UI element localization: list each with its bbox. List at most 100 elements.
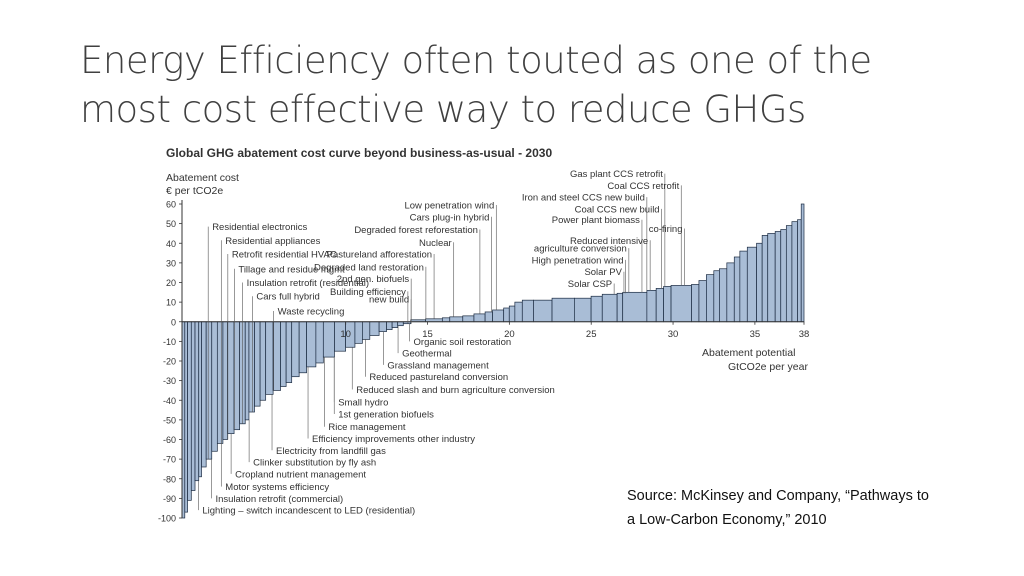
cost-bar xyxy=(492,309,505,323)
cost-bar xyxy=(698,280,707,323)
cost-bar xyxy=(272,321,281,391)
cost-bar xyxy=(449,316,464,323)
bar-annotation: Clinker substitution by fly ash xyxy=(253,458,376,469)
cost-bar xyxy=(503,307,510,323)
cost-bar xyxy=(791,221,798,323)
cost-bar xyxy=(719,268,728,323)
cost-bar xyxy=(285,321,293,383)
cost-bar xyxy=(761,235,769,323)
bar-annotation: Reduced pastureland conversion xyxy=(369,372,508,383)
cost-bar xyxy=(551,297,575,323)
cost-bar xyxy=(767,233,776,323)
bar-annotation: High penetration wind xyxy=(532,255,624,266)
bar-annotation: Waste recycling xyxy=(278,306,345,317)
x-tick-label: 38 xyxy=(799,329,810,340)
cost-bar xyxy=(670,285,692,323)
x-axis-label: Abatement potential xyxy=(702,347,795,359)
bar-annotation: Electricity from landfill gas xyxy=(276,446,386,457)
cost-bar xyxy=(216,321,224,444)
bar-annotation: new build xyxy=(369,295,409,306)
y-tick-label: -90 xyxy=(163,494,176,504)
cost-bar xyxy=(222,321,228,440)
cost-bar xyxy=(259,321,267,401)
bar-annotation: co-firing xyxy=(649,224,683,235)
y-tick-label: -20 xyxy=(163,357,176,367)
cost-bar xyxy=(322,321,335,358)
bar-annotation: Cropland nutrient management xyxy=(235,469,366,480)
cost-bar xyxy=(248,321,255,413)
cost-bar xyxy=(473,313,486,323)
y-tick-label: -10 xyxy=(163,337,176,347)
cost-bar xyxy=(533,299,553,323)
cost-bar xyxy=(713,270,720,323)
cost-bar xyxy=(386,321,393,330)
cost-bar xyxy=(254,321,261,407)
x-tick-label: 25 xyxy=(586,329,597,340)
bar-annotation: Retrofit residential HVAC xyxy=(232,250,337,261)
bar-annotation: Degraded forest reforestation xyxy=(354,225,478,236)
x-tick-label: 15 xyxy=(422,329,433,340)
y-tick-label: 10 xyxy=(166,298,176,308)
cost-bar xyxy=(484,311,493,323)
cost-bar xyxy=(298,321,307,374)
cost-bar xyxy=(205,321,213,460)
cost-bar xyxy=(514,301,523,323)
cost-bar xyxy=(733,256,741,323)
cost-bar xyxy=(574,297,592,323)
bar-annotation: Efficiency improvements other industry xyxy=(312,434,475,445)
bar-annotation: Power plant biomass xyxy=(552,215,640,226)
cost-bar xyxy=(800,203,805,323)
bar-annotation: Reduced intensive xyxy=(570,236,648,247)
chart-title: Global GHG abatement cost curve beyond b… xyxy=(166,146,552,160)
bar-annotation: Organic soil restoration xyxy=(414,337,512,348)
bar-annotation: Residential electronics xyxy=(212,222,307,233)
source-line-1: Source: McKinsey and Company, “Pathways … xyxy=(627,488,929,504)
cost-bar xyxy=(739,250,748,323)
cost-bar xyxy=(280,321,287,387)
x-tick-label: 20 xyxy=(504,329,515,340)
label-layer: Residential electronics Residential appli… xyxy=(202,169,682,517)
y-tick-label: -40 xyxy=(163,396,176,406)
cost-bar xyxy=(726,262,735,323)
y-tick-label: -30 xyxy=(163,376,176,386)
cost-bar xyxy=(746,246,757,323)
source-line-2: a Low-Carbon Economy,” 2010 xyxy=(627,512,827,528)
x-tick-label: 35 xyxy=(750,329,761,340)
cost-bar xyxy=(201,321,207,468)
cost-bar xyxy=(397,321,404,327)
cost-bar xyxy=(391,321,399,328)
cost-bar xyxy=(785,225,793,323)
bar-annotation: Cars plug-in hybrid xyxy=(410,212,490,223)
bar-annotation: Solar PV xyxy=(584,267,622,278)
cost-bar xyxy=(774,231,782,323)
bar-annotation: Lighting – switch incandescent to LED (r… xyxy=(202,506,415,517)
source-citation: Source: McKinsey and Company, “Pathways … xyxy=(627,484,1007,532)
cost-bar xyxy=(646,290,657,323)
y-tick-label: 30 xyxy=(166,258,176,268)
x-tick-label: 10 xyxy=(340,329,351,340)
y-tick-label: -80 xyxy=(163,474,176,484)
x-tick-label: 30 xyxy=(668,329,679,340)
cost-bar xyxy=(622,291,648,323)
cost-bar xyxy=(194,321,200,482)
slide-title: Energy Efficiency often touted as one of… xyxy=(80,36,980,134)
cost-bar xyxy=(797,219,802,323)
cost-bar xyxy=(211,321,218,452)
bar-annotation: Geothermal xyxy=(402,349,452,360)
cost-bar xyxy=(306,321,317,368)
bar-annotation: Coal CCS new build xyxy=(575,204,660,215)
cost-bar xyxy=(184,321,188,513)
cost-bar xyxy=(244,321,250,421)
bar-annotation: Iron and steel CCS new build xyxy=(522,193,645,204)
slide-title-line-2: most cost effective way to reduce GHGs xyxy=(80,88,806,131)
cost-bar xyxy=(590,295,603,323)
leader-layer xyxy=(198,173,685,511)
y-tick-label: 60 xyxy=(166,200,176,210)
axis-layer: 60 50 40 30 20 10 0 -10 -20 -30 -40 -50 -60 -70 -80 -90… xyxy=(158,200,809,524)
bar-annotation: Degraded land restoration xyxy=(314,262,424,273)
y-tick-label: -70 xyxy=(163,455,176,465)
y-tick-label: -50 xyxy=(163,415,176,425)
slide-title-line-1: Energy Efficiency often touted as one of… xyxy=(80,39,872,82)
cost-bar xyxy=(291,321,300,378)
cost-bar xyxy=(315,321,324,364)
